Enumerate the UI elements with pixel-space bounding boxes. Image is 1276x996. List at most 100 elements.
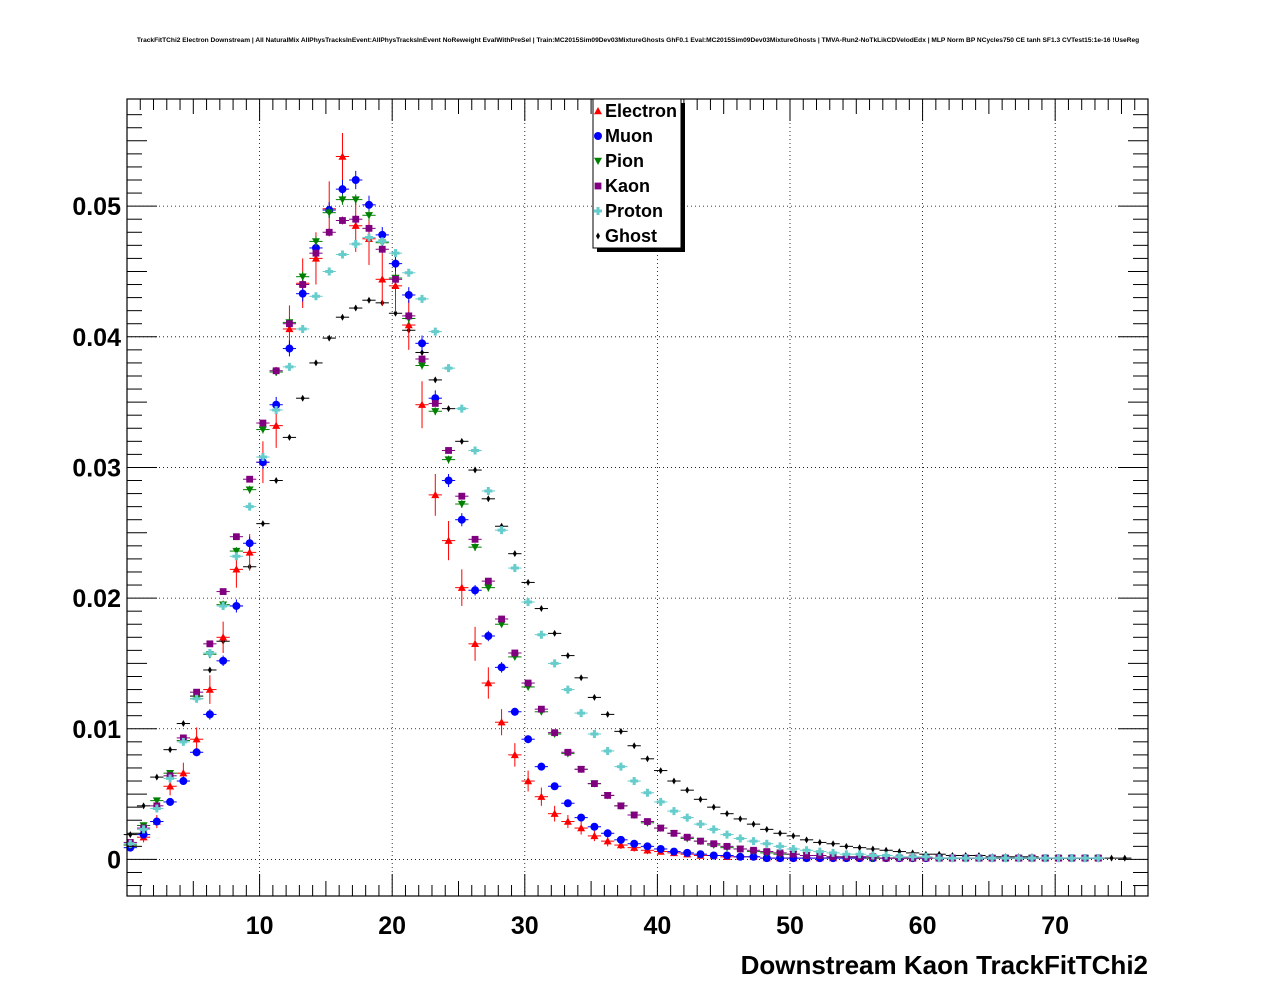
y-tick-label: 0.02: [72, 585, 121, 613]
data-point: [166, 797, 175, 806]
y-tick-label: 0: [107, 846, 121, 874]
data-point: [935, 854, 944, 863]
data-point: [658, 767, 663, 775]
data-point: [285, 362, 294, 371]
data-point: [590, 831, 599, 840]
data-point: [868, 851, 877, 860]
axis-ticks: [127, 99, 1148, 896]
data-point: [378, 230, 387, 239]
data-points: [123, 132, 1132, 863]
legend-label: Ghost: [605, 226, 657, 246]
data-point: [378, 275, 387, 283]
data-point: [392, 275, 399, 283]
data-point: [789, 844, 798, 853]
data-point: [685, 786, 690, 794]
data-point: [723, 842, 731, 850]
data-point: [311, 292, 320, 301]
data-point: [338, 250, 347, 259]
data-point: [563, 799, 572, 808]
data-point: [643, 842, 652, 851]
data-point: [285, 324, 294, 333]
data-point: [152, 797, 161, 805]
legend-item-pion: Pion: [594, 151, 644, 171]
x-tick-label: 60: [909, 912, 937, 940]
data-point: [219, 601, 228, 610]
data-point: [577, 824, 586, 832]
y-tick-label: 0.01: [72, 716, 121, 744]
data-point: [736, 834, 745, 843]
data-point: [550, 659, 559, 668]
data-point: [498, 615, 505, 623]
data-point: [1014, 854, 1023, 863]
data-point: [778, 829, 783, 837]
data-point: [378, 245, 386, 253]
data-point: [895, 852, 904, 861]
data-point: [618, 727, 623, 735]
data-point: [484, 679, 493, 687]
data-point: [511, 649, 519, 657]
data-point: [299, 281, 307, 288]
data-point: [630, 811, 638, 819]
data-point: [1081, 854, 1090, 863]
legend-label: Muon: [605, 126, 653, 146]
data-point: [471, 586, 480, 595]
data-point: [351, 240, 360, 249]
data-point: [751, 820, 756, 828]
data-point: [298, 289, 307, 298]
legend-item-ghost: Ghost: [596, 226, 657, 246]
data-point: [272, 405, 281, 414]
data-point: [1001, 854, 1010, 863]
data-point: [763, 848, 771, 855]
legend: Electron Muon Pion Kaon Proton Ghost: [592, 98, 685, 252]
x-tick-label: 30: [511, 912, 539, 940]
data-point: [420, 348, 425, 356]
data-point: [141, 802, 146, 810]
data-point: [378, 237, 387, 246]
data-point: [152, 804, 161, 813]
data-point: [325, 209, 334, 217]
data-point: [274, 477, 279, 485]
data-point: [497, 526, 506, 535]
data-point: [484, 631, 493, 640]
data-point: [603, 746, 612, 755]
x-axis-label: Downstream Kaon TrackFitTChi2: [741, 950, 1148, 980]
data-point: [128, 831, 133, 839]
data-point: [444, 456, 453, 464]
data-point: [298, 273, 307, 281]
data-point: [749, 837, 758, 846]
data-point: [683, 813, 692, 822]
data-point: [179, 777, 188, 786]
data-point: [988, 854, 997, 863]
data-point: [259, 419, 267, 427]
legend-label: Proton: [605, 201, 663, 221]
y-tick-labels: 0 0.01 0.02 0.03 0.04 0.05: [72, 193, 121, 874]
data-point: [245, 502, 254, 511]
data-point: [366, 296, 371, 304]
data-point: [154, 773, 159, 781]
x-tick-label: 50: [776, 912, 804, 940]
data-point: [749, 852, 758, 861]
data-point: [657, 824, 665, 832]
data-point: [351, 221, 360, 229]
data-point: [298, 324, 307, 333]
data-point: [205, 710, 214, 719]
data-point: [537, 705, 545, 713]
data-point: [908, 852, 917, 861]
data-point: [404, 321, 413, 329]
data-point: [577, 765, 585, 773]
data-point: [391, 249, 400, 258]
data-point: [431, 400, 439, 407]
data-point: [591, 780, 598, 788]
data-point: [486, 495, 491, 503]
data-point: [258, 452, 267, 461]
data-point: [433, 376, 438, 384]
data-point: [364, 200, 373, 209]
data-point: [473, 466, 478, 474]
data-point: [325, 228, 333, 236]
data-point: [325, 267, 334, 276]
data-point: [577, 709, 586, 718]
data-point: [219, 633, 228, 641]
series-kaon: [123, 215, 1105, 862]
data-point: [351, 176, 360, 185]
data-point: [524, 598, 533, 607]
